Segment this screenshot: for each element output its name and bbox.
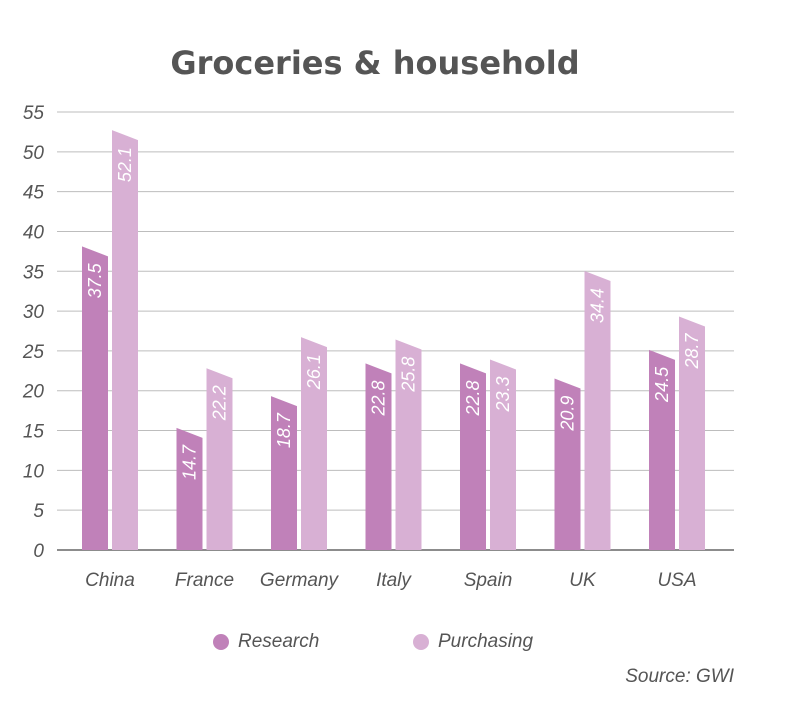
legend-label-research: Research xyxy=(238,631,320,652)
legend-swatch-research xyxy=(213,634,229,650)
bars: 37.5 52.1 14.7 22.2 18.7 26.1 22.8 25.8 22.8 23.3… xyxy=(82,130,705,550)
y-tick-label: 25 xyxy=(22,342,45,363)
y-tick-label: 45 xyxy=(23,183,45,204)
bar-research-spain xyxy=(460,363,486,550)
data-label: 18.7 xyxy=(274,412,294,448)
y-tick-label: 40 xyxy=(23,222,45,243)
bar-purchasing-uk xyxy=(584,271,611,550)
x-category-label: Germany xyxy=(260,570,340,591)
bar-research-usa xyxy=(649,349,675,550)
x-category-label: UK xyxy=(569,570,597,591)
x-axis-categories: China France Germany Italy Spain UK USA xyxy=(85,570,696,591)
y-tick-label: 30 xyxy=(23,302,45,323)
y-tick-label: 15 xyxy=(23,422,45,443)
data-label: 37.5 xyxy=(85,262,105,298)
data-label: 22.8 xyxy=(369,380,389,416)
data-label: 23.3 xyxy=(493,376,513,412)
y-axis-ticks: 0 5 10 15 20 25 30 35 40 45 50 55 xyxy=(22,103,45,562)
x-category-label: China xyxy=(85,570,135,591)
data-label: 22.8 xyxy=(463,380,483,416)
bar-research-germany xyxy=(271,396,297,550)
y-tick-label: 5 xyxy=(33,501,44,522)
bar-purchasing-france xyxy=(206,368,233,550)
legend-swatch-purchasing xyxy=(413,634,429,650)
bar-purchasing-germany xyxy=(301,337,327,550)
legend-item-research: Research xyxy=(213,631,319,653)
data-label: 25.8 xyxy=(399,357,419,393)
source-note: Source: GWI xyxy=(625,666,734,687)
bar-research-china xyxy=(82,246,108,550)
y-tick-label: 0 xyxy=(33,541,44,562)
y-tick-label: 50 xyxy=(23,143,45,164)
x-category-label: France xyxy=(175,570,234,591)
data-label: 52.1 xyxy=(115,147,135,182)
x-category-label: Spain xyxy=(464,570,513,591)
bar-purchasing-spain xyxy=(490,359,516,550)
legend-label-purchasing: Purchasing xyxy=(438,631,534,652)
y-tick-label: 10 xyxy=(23,461,45,482)
data-label: 26.1 xyxy=(304,354,324,390)
data-label: 34.4 xyxy=(588,288,608,323)
x-category-label: Italy xyxy=(376,570,412,591)
data-label: 20.9 xyxy=(558,396,578,432)
chart-title: Groceries & household xyxy=(170,44,580,82)
data-label: 14.7 xyxy=(180,444,200,480)
y-tick-label: 55 xyxy=(23,103,45,124)
legend-item-purchasing: Purchasing xyxy=(413,631,533,653)
bar-research-uk xyxy=(554,378,581,550)
y-tick-label: 35 xyxy=(23,262,45,283)
x-category-label: USA xyxy=(657,570,696,591)
data-label: 24.5 xyxy=(652,366,672,403)
data-label: 22.2 xyxy=(210,385,230,421)
bar-purchasing-italy xyxy=(395,339,422,550)
bar-purchasing-china xyxy=(112,130,138,550)
bar-research-italy xyxy=(365,363,392,550)
bar-research-france xyxy=(176,427,203,550)
bar-purchasing-usa xyxy=(679,316,705,550)
y-tick-label: 20 xyxy=(22,382,45,403)
data-label: 28.7 xyxy=(682,332,702,369)
